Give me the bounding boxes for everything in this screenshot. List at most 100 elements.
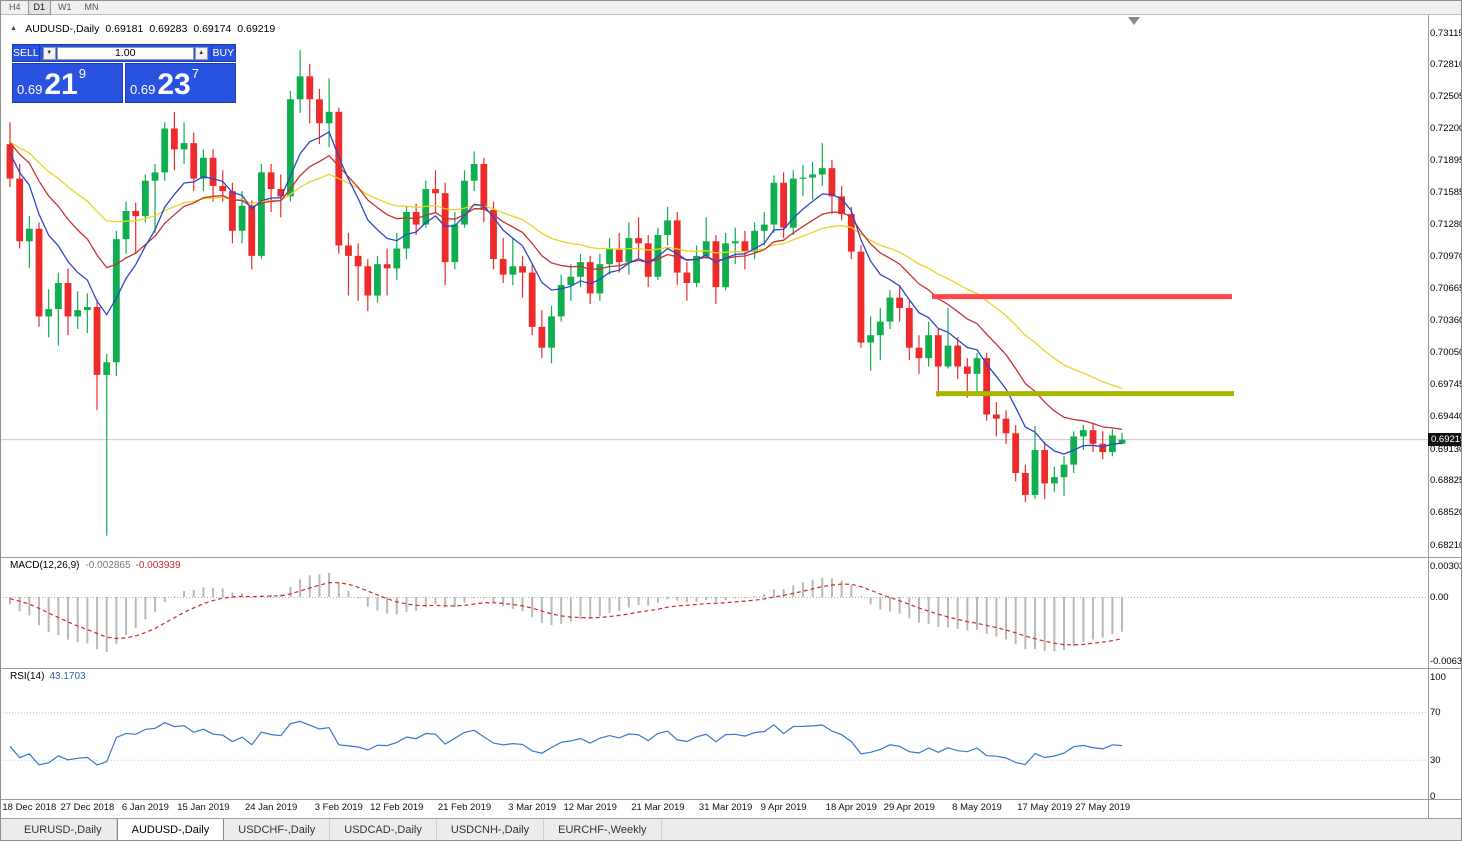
timeframe-toolbar: H4 D1 W1 MN [0,0,1462,15]
timeframe-button-d1[interactable]: D1 [27,0,52,15]
candle-body [480,164,488,210]
date-axis-label: 27 Dec 2018 [60,802,115,813]
buy-price-prefix: 0.69 [130,82,156,97]
buy-price-button[interactable]: 0.69 23 7 [125,63,236,103]
candle-body [441,193,449,263]
candle-body [1031,450,1039,495]
candle-body [838,196,846,215]
rsi-axis-label: 100 [1430,671,1446,683]
date-axis-label: 3 Mar 2019 [508,802,557,813]
candle-body [818,168,826,175]
chart-tab-eurchf[interactable]: EURCHF-,Weekly [544,819,662,841]
candle-body [403,212,410,249]
candle-body [6,144,14,179]
chart-tab-audusd[interactable]: AUDUSD-,Daily [116,819,225,841]
timeframe-button-mn[interactable]: MN [84,2,99,12]
chevron-down-icon: ▼ [46,50,53,56]
candle-body [345,245,352,256]
price-axis-label: 0.69130 [1430,443,1462,455]
date-axis-label: 12 Feb 2019 [370,802,424,813]
candle-body [219,185,227,192]
macd-signal-line [9,582,1123,646]
rsi-axis-label: 0 [1430,790,1436,802]
date-axis: 18 Dec 2018 27 Dec 2018 6 Jan 2019 15 Jan 2… [0,801,1428,817]
candle-body [1099,443,1107,453]
volume-decrease-button[interactable]: ▼ [42,46,56,60]
candle-body [528,272,536,327]
date-axis-label: 24 Jan 2019 [244,802,298,813]
candle-body [992,414,1000,419]
date-axis-label: 21 Feb 2019 [437,802,492,813]
candle-body [693,255,700,283]
price-axis-label: 0.72200 [1430,123,1462,134]
candle-body [557,285,565,317]
candle-body [35,228,43,317]
candle-body [1079,430,1087,437]
candle-body [789,178,797,228]
ohlc-open: 0.69181 [105,23,144,35]
candle-body [374,264,381,296]
price-axis-label: 0.70360 [1430,315,1462,327]
chart-tab-usdcad[interactable]: USDCAD-,Daily [330,819,437,841]
candle-body [615,248,623,263]
price-axis-label: 0.70050 [1430,347,1462,359]
candle-body [751,230,758,252]
price-axis-label: 0.71585 [1430,187,1462,199]
candle-body [74,310,82,317]
sell-price-pip-digit: 9 [78,66,86,81]
candle-body [934,335,942,367]
ohlc-low: 0.69174 [193,23,232,35]
date-axis-label: 15 Jan 2019 [177,802,230,813]
candle-body [287,99,294,197]
candle-body [451,224,459,263]
candle-body [170,128,178,150]
candle-body [731,241,739,244]
candle-body [567,276,575,286]
price-axis-label: 0.68520 [1430,507,1462,519]
chart-tab-usdchf[interactable]: USDCHF-,Daily [224,819,331,841]
timeframe-button-h4[interactable]: H4 [9,2,21,12]
candle-body [963,366,971,374]
chart-tab-usdcnh[interactable]: USDCNH-,Daily [437,819,545,841]
date-axis-label: 29 Apr 2019 [883,802,935,813]
candle-body [238,205,246,231]
candle-body [141,180,149,217]
candle-body [548,316,555,348]
sell-price-button[interactable]: 0.69 21 9 [12,63,123,103]
candle-body [770,182,778,225]
date-axis-label: 17 May 2019 [1017,802,1073,813]
price-axis-label: 0.71280 [1430,219,1462,230]
buy-button[interactable]: BUY [210,44,236,62]
rsi-axis-label: 30 [1430,754,1441,766]
candle-body [886,297,894,322]
candle-body [112,239,120,363]
sell-price-prefix: 0.69 [17,82,43,97]
current-price-badge: 0.69219 [1428,432,1462,446]
sell-button[interactable]: SELL [12,44,40,62]
candle-body [606,248,613,265]
candle-body [722,243,729,288]
candle-body [161,128,169,173]
candle-body [277,189,285,197]
chart-tab-eurusd[interactable]: EURUSD-,Daily [10,819,117,841]
candle-body [780,182,787,228]
candle-body [857,251,865,343]
candle-body [354,255,362,267]
candle-body [876,321,884,336]
slow-ma-line [9,141,1123,390]
date-axis-label: 12 Mar 2019 [563,802,617,813]
macd-signal-value: -0.003939 [135,560,181,571]
fast-ma-line [9,130,1123,455]
volume-input[interactable] [56,46,194,60]
rsi-value: 43.1703 [49,671,86,682]
price-axis-label: 0.72505 [1430,91,1462,103]
candle-body [45,309,53,317]
candle-body [132,210,140,217]
volume-increase-button[interactable]: ▲ [194,46,208,60]
timeframe-button-w1[interactable]: W1 [58,2,72,12]
date-axis-label: 21 Mar 2019 [631,802,685,813]
candle-body [1089,430,1097,444]
candle-body [847,214,855,252]
